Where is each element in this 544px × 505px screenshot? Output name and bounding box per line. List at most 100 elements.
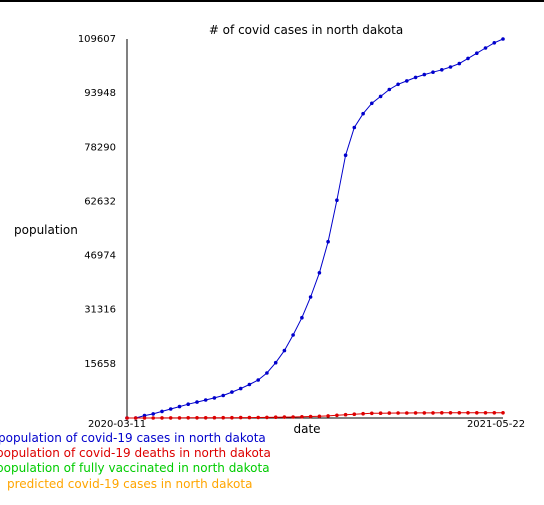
data-point-0-26 [352,125,357,130]
data-point-0-24 [335,198,339,202]
data-point-1-37 [448,411,453,415]
data-point-0-43 [501,37,505,41]
data-point-1-26 [352,412,357,417]
data-point-0-34 [422,72,427,77]
data-point-1-16 [265,415,269,420]
data-point-1-8 [195,416,199,420]
data-point-0-32 [405,79,409,83]
chart-title: # of covid cases in north dakota [209,23,403,37]
data-point-1-33 [413,411,418,415]
data-point-1-9 [203,416,208,420]
top-rule [0,0,544,2]
y-axis-title: population [14,223,78,237]
data-point-0-12 [230,390,234,394]
x-tick-start: 2020-03-11 [88,419,146,430]
data-point-0-3 [151,412,155,416]
data-point-1-28 [370,411,374,416]
data-point-0-16 [265,371,269,375]
data-point-0-38 [457,61,462,66]
data-point-0-14 [247,382,252,387]
y-tick-label-6: 109607 [78,34,116,45]
data-point-0-17 [273,360,278,365]
data-point-1-2 [142,416,147,420]
data-point-0-28 [370,101,374,106]
data-point-0-40 [475,51,479,55]
data-point-1-27 [361,411,365,416]
data-point-0-25 [343,153,348,157]
data-point-0-42 [492,41,497,45]
y-tick-label-5: 93948 [84,88,116,99]
data-point-1-6 [177,416,182,420]
y-tick-label-4: 78290 [84,142,116,153]
data-point-1-18 [282,415,287,419]
data-point-0-20 [300,315,304,320]
data-point-1-11 [221,415,225,420]
data-point-1-3 [151,416,155,420]
data-point-0-11 [221,393,225,398]
data-point-1-30 [387,411,392,415]
data-point-1-32 [405,411,409,415]
data-point-1-20 [300,415,304,419]
data-point-0-22 [317,271,322,275]
data-point-1-0 [125,416,129,420]
data-point-0-7 [186,402,190,407]
data-point-0-4 [160,409,164,414]
data-point-0-10 [212,396,217,400]
data-point-1-19 [291,415,295,419]
legend-entry-deaths: population of covid-19 deaths in north d… [0,446,271,460]
data-point-0-35 [431,70,435,74]
data-point-1-25 [343,412,348,417]
data-point-1-22 [317,414,322,419]
data-point-0-15 [256,378,261,382]
data-point-1-38 [457,411,462,415]
data-point-1-41 [483,411,488,415]
x-axis-title: date [293,422,320,436]
data-point-1-36 [440,411,444,415]
legend-entry-cases: population of covid-19 cases in north da… [0,431,266,445]
data-point-1-29 [378,411,383,416]
data-point-1-23 [326,414,330,418]
data-point-0-41 [483,46,488,50]
data-point-0-19 [291,333,295,337]
data-point-0-9 [203,398,208,402]
series-line-1 [127,412,503,419]
legend-entry-vaccinated: population of fully vaccinated in north … [0,461,270,475]
data-point-0-18 [282,348,287,353]
data-point-0-33 [413,75,418,80]
data-point-0-30 [387,87,392,92]
data-point-1-34 [422,411,427,415]
data-point-1-1 [133,416,138,420]
data-point-0-27 [361,111,365,116]
data-point-1-13 [238,415,243,420]
data-point-1-14 [247,415,252,420]
data-point-0-29 [378,94,383,99]
data-point-0-5 [168,407,173,411]
series-line-0 [127,38,504,419]
data-point-1-15 [256,415,261,420]
data-point-0-13 [238,386,243,391]
data-point-1-39 [466,411,470,415]
data-point-1-17 [273,415,278,420]
data-point-1-7 [186,416,190,420]
legend-entry-predicted: predicted covid-19 cases in north dakota [7,477,252,491]
data-point-0-36 [440,68,444,72]
data-point-0-21 [308,295,313,299]
data-point-1-4 [160,416,164,420]
data-point-1-12 [230,415,234,420]
data-point-1-10 [212,415,217,420]
y-tick-labels: 15658 31316 46974 62632 78290 93948 109607 [78,34,116,370]
data-point-1-5 [168,416,173,420]
data-point-0-39 [466,56,470,61]
data-point-0-37 [448,65,453,69]
y-tick-label-0: 15658 [84,359,116,370]
data-point-1-21 [308,414,313,419]
y-tick-label-3: 62632 [84,196,116,207]
data-point-0-31 [396,82,400,87]
data-point-0-6 [177,404,182,409]
data-point-1-42 [492,411,497,415]
data-point-1-40 [475,411,479,415]
series-layer [125,37,505,420]
data-point-1-31 [396,411,400,415]
y-tick-label-2: 46974 [84,251,116,262]
